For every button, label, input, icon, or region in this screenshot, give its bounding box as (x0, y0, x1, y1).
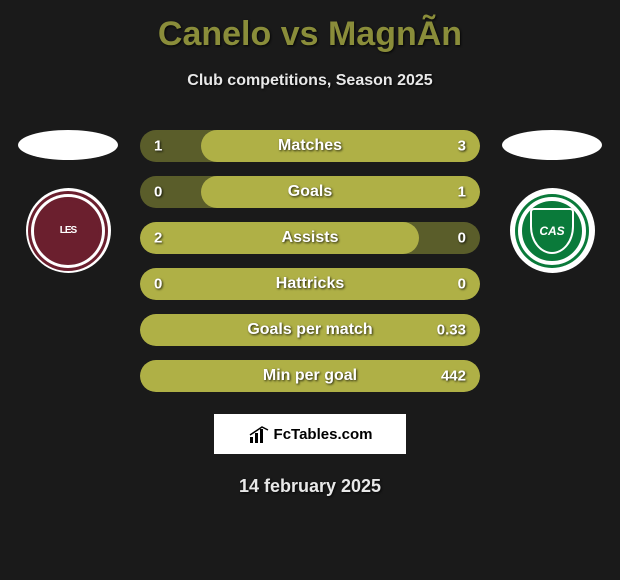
player-left-column: LES (18, 130, 118, 273)
stat-label: Matches (278, 137, 342, 155)
stat-bar: 0 Goals 1 (140, 176, 480, 208)
right-crest-monogram: CAS (539, 224, 564, 238)
left-team-crest: LES (26, 188, 111, 273)
stat-bar: 0 Hattricks 0 (140, 268, 480, 300)
stat-value-right: 3 (458, 138, 466, 155)
stat-value-left: 2 (154, 230, 162, 247)
comparison-area: LES 1Matches30Goals12Assists00Hattricks0… (10, 130, 610, 392)
chart-icon (248, 425, 270, 443)
stat-value-left: 0 (154, 184, 162, 201)
left-crest-inner: LES (34, 197, 102, 265)
page-title: Canelo vs MagnÃn (10, 15, 610, 54)
stat-value-right: 0 (458, 276, 466, 293)
stat-value-right: 1 (458, 184, 466, 201)
stat-value-left: 0 (154, 276, 162, 293)
stat-label: Goals per match (247, 321, 372, 339)
right-crest-shield: CAS (530, 208, 574, 254)
attribution-badge: FcTables.com (214, 414, 406, 454)
stat-label: Goals (288, 183, 332, 201)
stat-value-right: 0.33 (437, 322, 466, 339)
stat-label: Min per goal (263, 367, 357, 385)
right-team-crest: CAS (510, 188, 595, 273)
stat-bar-fill (201, 176, 480, 208)
stat-bar: 2 Assists 0 (140, 222, 480, 254)
stat-value-left: 1 (154, 138, 162, 155)
stat-bar: Goals per match 0.33 (140, 314, 480, 346)
left-ellipse-decoration (18, 130, 118, 160)
right-crest-inner: CAS (518, 197, 586, 265)
stat-value-right: 0 (458, 230, 466, 247)
comparison-date: 14 february 2025 (10, 476, 610, 497)
stat-label: Assists (282, 229, 339, 247)
stat-bars-container: 1 Matches 3 0 Goals 1 2 Assists 0 0 Hattricks 0 Goal… (140, 130, 480, 392)
attribution-text: FcTables.com (274, 426, 373, 443)
stat-value-right: 442 (441, 368, 466, 385)
page-subtitle: Club competitions, Season 2025 (10, 72, 610, 90)
left-crest-monogram: LES (60, 225, 76, 236)
player-right-column: CAS (502, 130, 602, 273)
stat-bar-fill (140, 222, 419, 254)
stat-bar: Min per goal 442 (140, 360, 480, 392)
stat-bar: 1 Matches 3 (140, 130, 480, 162)
right-ellipse-decoration (502, 130, 602, 160)
stat-label: Hattricks (276, 275, 344, 293)
